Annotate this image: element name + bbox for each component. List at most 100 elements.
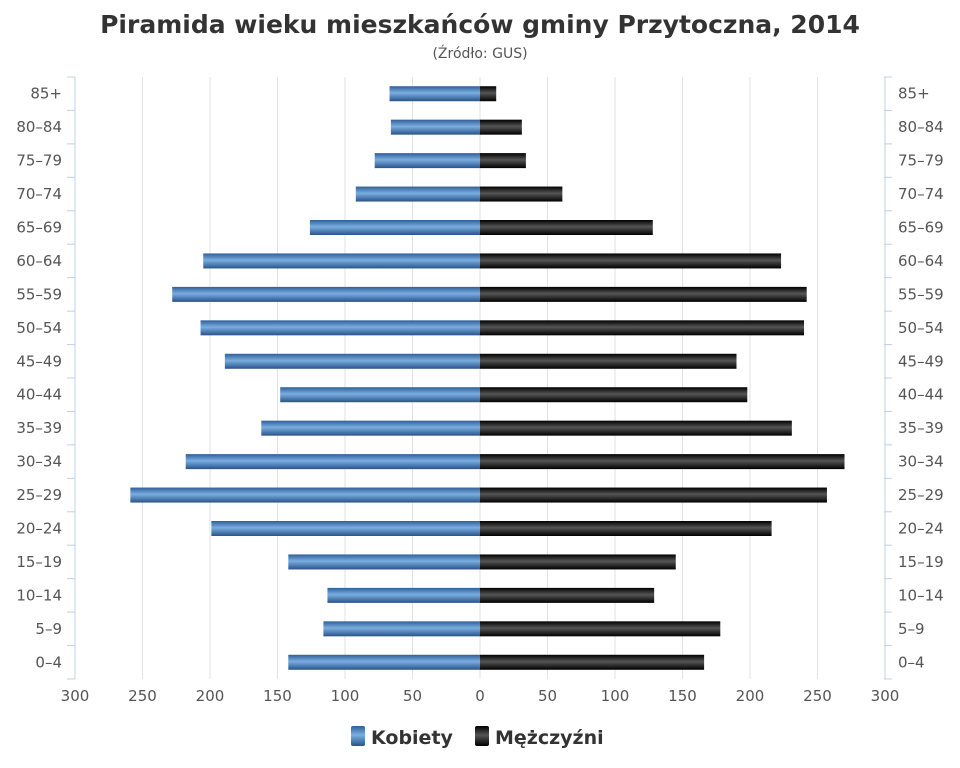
category-label-right: 80–84 <box>898 118 944 136</box>
category-label-left: 70–74 <box>16 185 62 203</box>
x-tick-label: 200 <box>196 687 225 705</box>
bar-kobiety-10-14[interactable] <box>327 587 480 603</box>
bar-kobiety-60-64[interactable] <box>203 253 480 269</box>
bar-kobiety-25-29[interactable] <box>130 487 480 503</box>
category-label-right: 15–19 <box>898 553 944 571</box>
bar-kobiety-75-79[interactable] <box>374 153 480 169</box>
category-label-right: 65–69 <box>898 219 944 237</box>
category-label-right: 5–9 <box>898 620 925 638</box>
chart-subtitle: (Źródło: GUS) <box>432 44 527 62</box>
category-label-right: 10–14 <box>898 586 944 604</box>
bar-mezczyzni-45-49[interactable] <box>480 353 737 369</box>
category-label-left: 65–69 <box>16 219 62 237</box>
category-label-right: 20–24 <box>898 520 944 538</box>
bar-mezczyzni-60-64[interactable] <box>480 253 782 269</box>
bar-kobiety-15-19[interactable] <box>288 554 480 570</box>
bar-mezczyzni-25-29[interactable] <box>480 487 827 503</box>
x-tick-label: 200 <box>736 687 765 705</box>
x-tick-label: 250 <box>803 687 832 705</box>
legend: Kobiety Mężczyźni <box>351 726 604 749</box>
category-label-left: 40–44 <box>16 386 62 404</box>
x-tick-label: 300 <box>61 687 90 705</box>
category-labels: 0–4 0–4 5–9 5–9 10–14 10–14 15–19 15–19 20–24 20–… <box>16 85 943 672</box>
category-label-right: 60–64 <box>898 252 944 270</box>
category-label-left: 20–24 <box>16 520 62 538</box>
bar-kobiety-70-74[interactable] <box>355 186 480 202</box>
category-label-left: 35–39 <box>16 419 62 437</box>
category-label-right: 50–54 <box>898 319 944 337</box>
bar-mezczyzni-85+[interactable] <box>480 86 497 102</box>
bar-kobiety-5-9[interactable] <box>323 621 480 637</box>
bar-mezczyzni-30-34[interactable] <box>480 454 845 470</box>
legend-label-mezczyzni: Mężczyźni <box>495 727 604 749</box>
x-tick-label: 50 <box>403 687 422 705</box>
bar-kobiety-50-54[interactable] <box>200 320 481 336</box>
chart-title: Piramida wieku mieszkańców gminy Przytoc… <box>100 10 860 39</box>
bar-mezczyzni-10-14[interactable] <box>480 587 655 603</box>
legend-swatch-kobiety <box>351 726 365 746</box>
category-label-left: 45–49 <box>16 352 62 370</box>
category-label-right: 85+ <box>898 85 930 103</box>
bar-kobiety-85+[interactable] <box>389 86 480 102</box>
category-label-right: 55–59 <box>898 285 944 303</box>
bar-mezczyzni-15-19[interactable] <box>480 554 676 570</box>
category-label-right: 25–29 <box>898 486 944 504</box>
bar-kobiety-40-44[interactable] <box>280 387 480 403</box>
category-label-left: 50–54 <box>16 319 62 337</box>
x-tick-label: 150 <box>668 687 697 705</box>
bar-mezczyzni-65-69[interactable] <box>480 220 653 235</box>
bar-mezczyzni-35-39[interactable] <box>480 420 792 436</box>
bar-mezczyzni-50-54[interactable] <box>480 320 804 336</box>
category-label-left: 5–9 <box>35 620 62 638</box>
bar-mezczyzni-80-84[interactable] <box>480 119 522 135</box>
bar-kobiety-20-24[interactable] <box>211 521 480 536</box>
x-tick-label: 150 <box>263 687 292 705</box>
category-label-right: 70–74 <box>898 185 944 203</box>
x-tick-label: 300 <box>871 687 900 705</box>
category-label-left: 0–4 <box>35 653 62 671</box>
category-label-left: 85+ <box>30 85 62 103</box>
bar-mezczyzni-20-24[interactable] <box>480 521 772 536</box>
bar-kobiety-35-39[interactable] <box>261 420 480 436</box>
legend-swatch-mezczyzni <box>475 726 489 746</box>
grid-layer <box>67 76 892 680</box>
category-label-right: 0–4 <box>898 653 925 671</box>
bar-mezczyzni-75-79[interactable] <box>480 153 526 169</box>
category-label-left: 30–34 <box>16 453 62 471</box>
category-label-left: 60–64 <box>16 252 62 270</box>
legend-item-kobiety[interactable]: Kobiety <box>351 726 454 749</box>
x-tick-label: 0 <box>475 687 485 705</box>
bar-mezczyzni-40-44[interactable] <box>480 387 748 403</box>
category-label-right: 40–44 <box>898 386 944 404</box>
bar-kobiety-65-69[interactable] <box>309 220 480 235</box>
category-label-right: 75–79 <box>898 152 944 170</box>
bar-mezczyzni-70-74[interactable] <box>480 186 563 202</box>
category-label-left: 55–59 <box>16 285 62 303</box>
bar-mezczyzni-0-4[interactable] <box>480 654 705 670</box>
x-tick-label: 250 <box>128 687 157 705</box>
legend-item-mezczyzni[interactable]: Mężczyźni <box>475 726 604 749</box>
category-label-right: 35–39 <box>898 419 944 437</box>
category-label-left: 80–84 <box>16 118 62 136</box>
bars-layer <box>130 86 845 670</box>
bar-kobiety-30-34[interactable] <box>185 454 480 470</box>
bar-mezczyzni-55-59[interactable] <box>480 286 807 302</box>
bar-mezczyzni-5-9[interactable] <box>480 621 721 637</box>
x-tick-label: 100 <box>331 687 360 705</box>
bar-kobiety-55-59[interactable] <box>172 286 480 302</box>
x-tick-label: 50 <box>538 687 557 705</box>
category-label-right: 45–49 <box>898 352 944 370</box>
bar-kobiety-80-84[interactable] <box>390 119 480 135</box>
legend-label-kobiety: Kobiety <box>371 727 454 749</box>
bar-kobiety-0-4[interactable] <box>288 654 480 670</box>
category-label-left: 75–79 <box>16 152 62 170</box>
category-label-left: 10–14 <box>16 586 62 604</box>
category-label-left: 15–19 <box>16 553 62 571</box>
bar-kobiety-45-49[interactable] <box>224 353 480 369</box>
x-axis-ticks: 300 250 200 150 100 50 0 50 100 150 200 250 300 <box>61 687 900 705</box>
category-label-left: 25–29 <box>16 486 62 504</box>
category-label-right: 30–34 <box>898 453 944 471</box>
x-tick-label: 100 <box>601 687 630 705</box>
